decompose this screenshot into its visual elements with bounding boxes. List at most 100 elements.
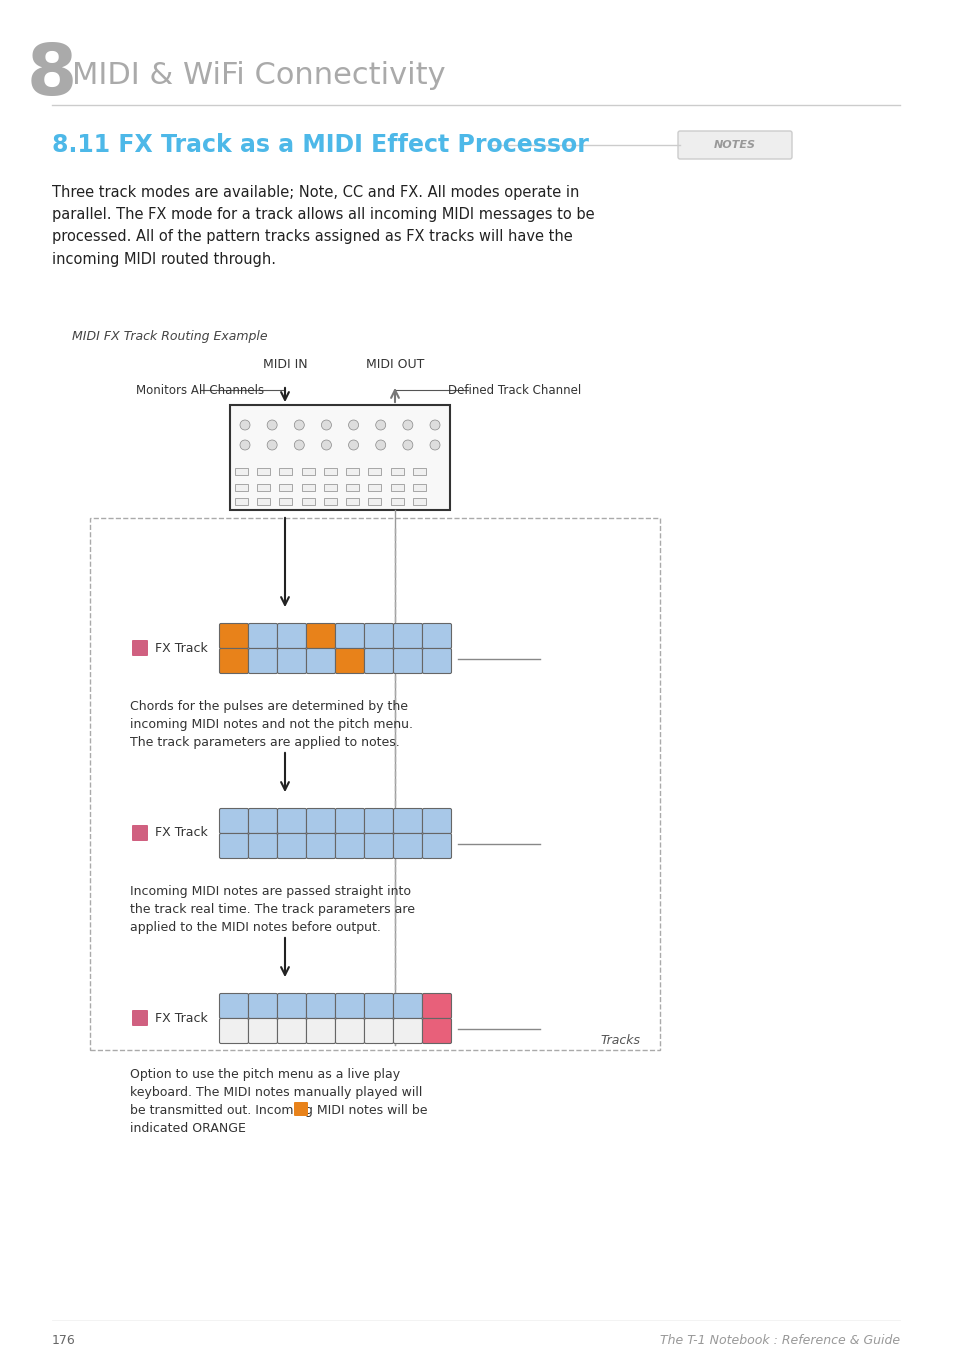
Circle shape [348, 440, 358, 450]
Circle shape [267, 420, 277, 431]
FancyBboxPatch shape [219, 809, 248, 833]
FancyBboxPatch shape [422, 809, 451, 833]
FancyBboxPatch shape [132, 825, 148, 841]
Text: MIDI IN: MIDI IN [262, 359, 307, 371]
FancyBboxPatch shape [306, 809, 335, 833]
FancyBboxPatch shape [364, 809, 393, 833]
Bar [346, 468, 359, 475]
Bar [234, 498, 248, 505]
Circle shape [375, 440, 385, 450]
Text: 176: 176 [52, 1334, 75, 1346]
Bar [257, 498, 270, 505]
Bar [413, 485, 426, 491]
Circle shape [267, 440, 277, 450]
FancyBboxPatch shape [335, 1018, 364, 1044]
FancyBboxPatch shape [306, 833, 335, 859]
FancyBboxPatch shape [248, 994, 277, 1018]
Text: FX Track: FX Track [154, 1011, 208, 1025]
FancyBboxPatch shape [219, 833, 248, 859]
FancyBboxPatch shape [294, 1102, 308, 1116]
Text: MIDI OUT: MIDI OUT [365, 359, 424, 371]
Circle shape [430, 440, 439, 450]
Text: NOTES: NOTES [713, 140, 755, 150]
Circle shape [402, 440, 413, 450]
Bar [391, 468, 403, 475]
Bar [234, 485, 248, 491]
FancyBboxPatch shape [219, 994, 248, 1018]
Text: FX Track: FX Track [154, 826, 208, 840]
FancyBboxPatch shape [422, 624, 451, 648]
Circle shape [402, 420, 413, 431]
FancyBboxPatch shape [248, 624, 277, 648]
Bar [413, 498, 426, 505]
FancyBboxPatch shape [364, 994, 393, 1018]
FancyBboxPatch shape [393, 833, 422, 859]
Bar [346, 498, 359, 505]
Bar [368, 485, 381, 491]
Text: Monitors All Channels: Monitors All Channels [135, 383, 264, 397]
Bar [324, 468, 336, 475]
FancyBboxPatch shape [248, 809, 277, 833]
FancyBboxPatch shape [277, 994, 306, 1018]
FancyBboxPatch shape [335, 648, 364, 674]
FancyBboxPatch shape [277, 624, 306, 648]
FancyBboxPatch shape [248, 648, 277, 674]
Text: Three track modes are available; Note, CC and FX. All modes operate in
parallel.: Three track modes are available; Note, C… [52, 185, 594, 266]
FancyBboxPatch shape [132, 640, 148, 656]
FancyBboxPatch shape [132, 1010, 148, 1026]
Bar [279, 498, 293, 505]
Bar [324, 485, 336, 491]
Bar [279, 468, 293, 475]
FancyBboxPatch shape [277, 1018, 306, 1044]
Bar [90, 518, 659, 1050]
FancyBboxPatch shape [219, 624, 248, 648]
FancyBboxPatch shape [422, 833, 451, 859]
Circle shape [321, 420, 331, 431]
Circle shape [294, 420, 304, 431]
FancyBboxPatch shape [277, 809, 306, 833]
FancyBboxPatch shape [277, 833, 306, 859]
Text: Chords for the pulses are determined by the
incoming MIDI notes and not the pitc: Chords for the pulses are determined by … [130, 701, 413, 749]
FancyBboxPatch shape [393, 994, 422, 1018]
Bar [257, 468, 270, 475]
FancyBboxPatch shape [422, 1018, 451, 1044]
Circle shape [321, 440, 331, 450]
FancyBboxPatch shape [335, 809, 364, 833]
FancyBboxPatch shape [306, 1018, 335, 1044]
FancyBboxPatch shape [306, 624, 335, 648]
FancyBboxPatch shape [219, 1018, 248, 1044]
Circle shape [294, 440, 304, 450]
Text: Defined Track Channel: Defined Track Channel [448, 383, 581, 397]
FancyBboxPatch shape [335, 994, 364, 1018]
Bar [368, 468, 381, 475]
Bar [324, 498, 336, 505]
Bar [230, 405, 450, 510]
FancyBboxPatch shape [248, 1018, 277, 1044]
Bar [391, 485, 403, 491]
Text: Option to use the pitch menu as a live play
keyboard. The MIDI notes manually pl: Option to use the pitch menu as a live p… [130, 1068, 427, 1135]
Bar [301, 498, 314, 505]
Bar [413, 468, 426, 475]
Text: Incoming MIDI notes are passed straight into
the track real time. The track para: Incoming MIDI notes are passed straight … [130, 886, 415, 934]
Circle shape [240, 420, 250, 431]
Bar [301, 485, 314, 491]
Bar [301, 468, 314, 475]
Bar [234, 468, 248, 475]
Bar [279, 485, 293, 491]
Circle shape [430, 420, 439, 431]
FancyBboxPatch shape [364, 624, 393, 648]
FancyBboxPatch shape [277, 648, 306, 674]
FancyBboxPatch shape [422, 648, 451, 674]
Circle shape [375, 420, 385, 431]
FancyBboxPatch shape [248, 833, 277, 859]
FancyBboxPatch shape [306, 994, 335, 1018]
Text: FX Track: FX Track [154, 641, 208, 655]
Bar [391, 498, 403, 505]
FancyBboxPatch shape [306, 648, 335, 674]
FancyBboxPatch shape [335, 833, 364, 859]
Text: Tracks: Tracks [599, 1034, 639, 1046]
FancyBboxPatch shape [219, 648, 248, 674]
Text: MIDI & WiFi Connectivity: MIDI & WiFi Connectivity [71, 61, 445, 89]
Text: MIDI FX Track Routing Example: MIDI FX Track Routing Example [71, 329, 268, 343]
FancyBboxPatch shape [364, 833, 393, 859]
